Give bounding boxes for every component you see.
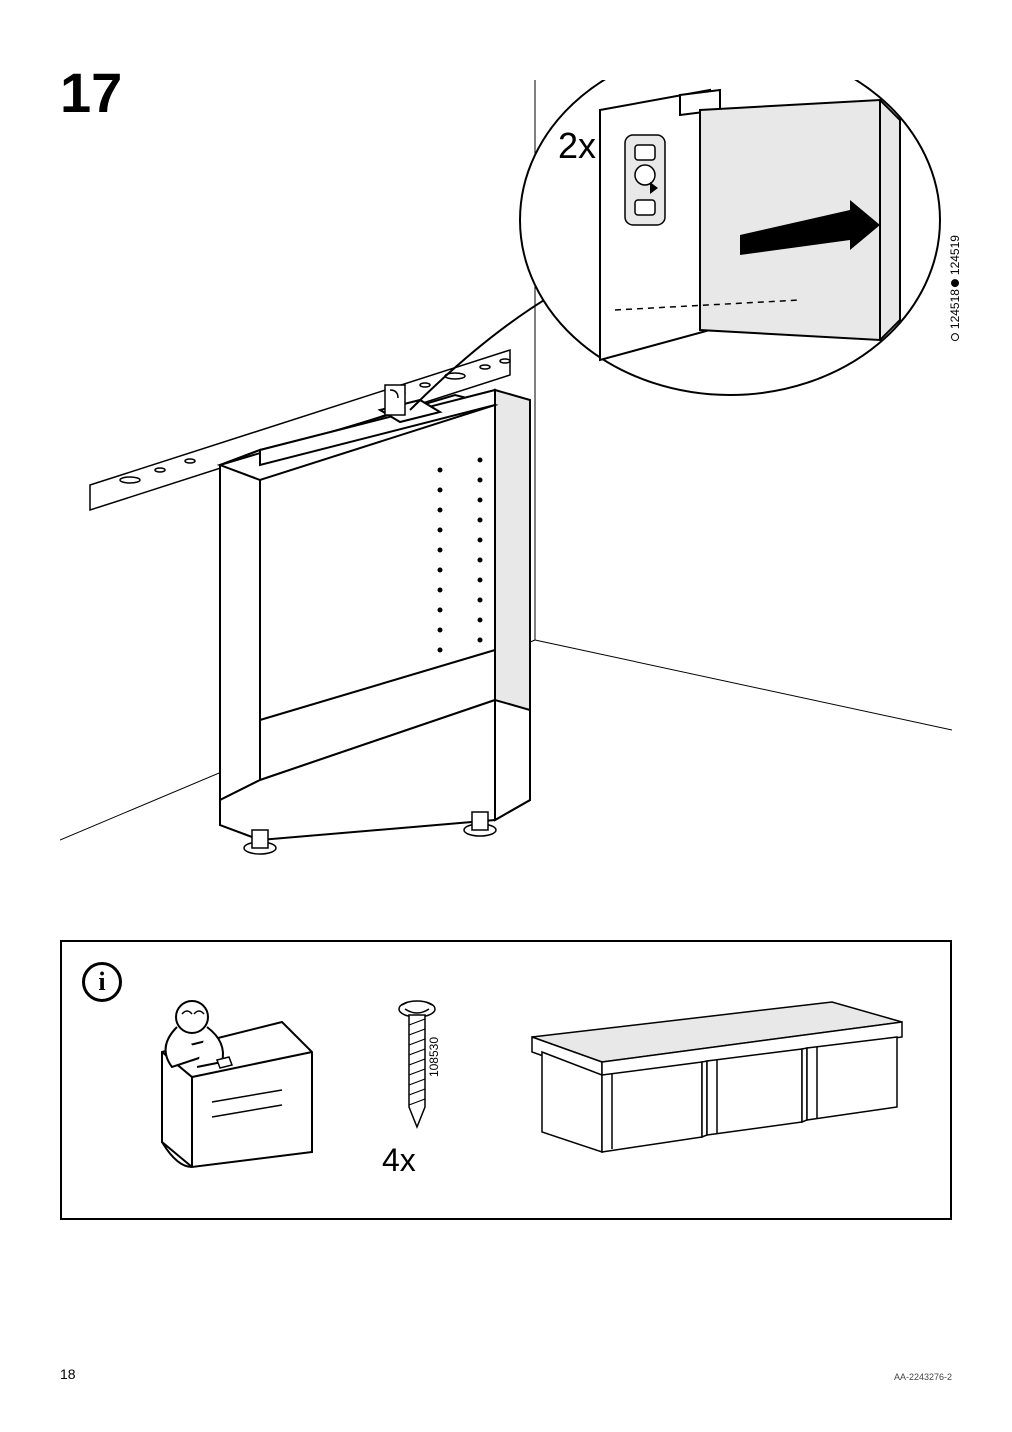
- info-icon: i: [82, 962, 122, 1002]
- part-code: 124519: [948, 235, 962, 275]
- info-reference-box: i: [60, 940, 952, 1220]
- inset-quantity-label: 2x: [558, 125, 596, 167]
- document-code: AA-2243276-2: [894, 1372, 952, 1382]
- manual-booklet-illustration: [132, 992, 332, 1172]
- page-number: 18: [60, 1366, 76, 1382]
- screw-quantity-label: 4x: [382, 1142, 416, 1179]
- part-code: 124518: [948, 289, 962, 329]
- open-circle-icon: [951, 333, 959, 341]
- main-assembly-illustration: [60, 80, 952, 880]
- part-code-legend: 124518 124519: [948, 235, 962, 341]
- filled-circle-icon: [951, 279, 959, 287]
- screw-hardware-block: 108530 4x: [372, 997, 462, 1197]
- countertop-unit-illustration: [512, 987, 912, 1167]
- screw-part-code: 108530: [427, 1037, 441, 1077]
